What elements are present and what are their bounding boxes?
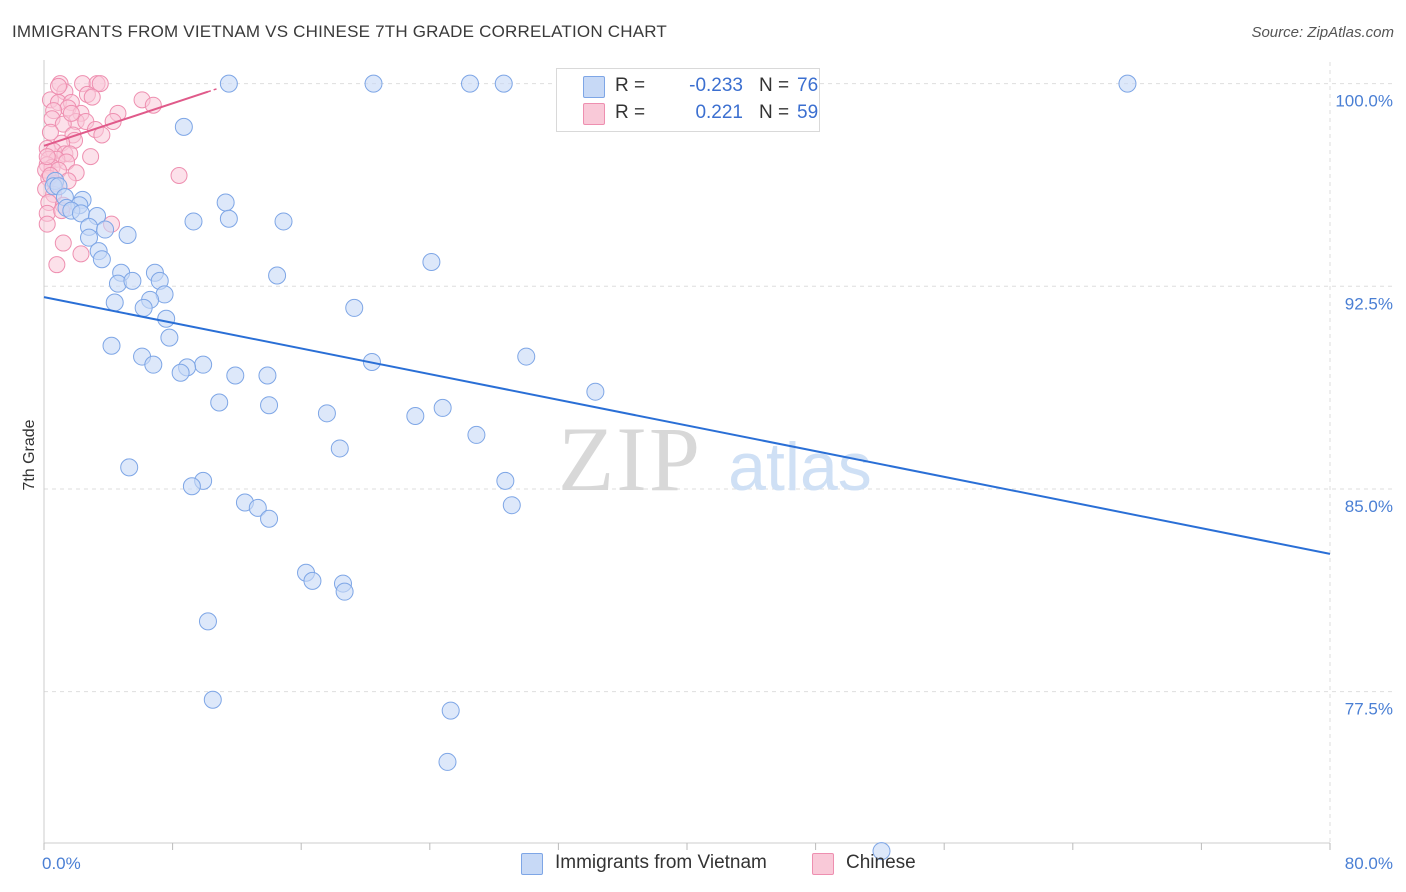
legend-label-chinese: Chinese — [846, 852, 916, 873]
vietnam-point — [496, 471, 515, 490]
vietnam-point — [406, 407, 425, 426]
y-tick-label: 85.0% — [1345, 497, 1393, 516]
vietnam-point — [303, 571, 322, 590]
chinese-point — [49, 77, 67, 95]
n-value-vietnam: 76 — [797, 75, 819, 96]
vietnam-point — [198, 612, 217, 631]
vietnam-point — [1118, 74, 1137, 93]
vietnam-point — [120, 458, 139, 477]
chinese-point — [48, 256, 66, 274]
chinese-legend-swatch — [812, 853, 834, 875]
vietnam-point — [438, 752, 457, 771]
vietnam-point — [123, 271, 142, 290]
vietnam-point — [258, 366, 277, 385]
chinese-trend-line — [43, 90, 209, 147]
n-label: N = — [759, 102, 790, 123]
vietnam-trend-line — [43, 296, 1331, 555]
vietnam-point — [330, 439, 349, 458]
stats-legend: R = -0.233 N = 76 R = 0.221 N = 59 — [556, 68, 820, 132]
vietnam-point — [433, 398, 452, 417]
chinese-point — [41, 123, 59, 141]
vietnam-point — [184, 212, 203, 231]
vietnam-point — [219, 74, 238, 93]
vietnam-point — [364, 74, 383, 93]
vietnam-legend-swatch — [521, 853, 543, 875]
vietnam-swatch — [583, 76, 605, 98]
y-tick-label: 100.0% — [1335, 92, 1393, 111]
vietnam-point — [460, 74, 479, 93]
vietnam-point — [226, 366, 245, 385]
vietnam-point — [80, 228, 99, 247]
chinese-point — [170, 167, 188, 185]
vietnam-point — [586, 382, 605, 401]
vietnam-point — [248, 498, 267, 517]
y-axis-label: 7th Grade — [21, 419, 38, 490]
chinese-point — [54, 234, 72, 252]
vietnam-point — [517, 347, 536, 366]
chinese-point — [82, 148, 100, 166]
vietnam-point — [219, 209, 238, 228]
vietnam-point — [96, 220, 115, 239]
chinese-point — [91, 75, 109, 93]
vietnam-point — [441, 701, 460, 720]
vietnam-point — [260, 396, 279, 415]
vietnam-point — [171, 363, 190, 382]
r-value-vietnam: -0.233 — [689, 75, 743, 96]
chinese-point — [83, 88, 101, 106]
trend-layer — [43, 87, 1331, 555]
chinese-point — [38, 215, 56, 233]
n-label: N = — [759, 75, 790, 96]
vietnam-point — [203, 690, 222, 709]
points-layer — [37, 74, 1137, 861]
watermark-atlas: atlas — [728, 429, 872, 505]
chinese-point — [38, 148, 56, 166]
tick-layer: 100.0% 92.5% 85.0% 77.5% 0.0% 80.0% 7th … — [21, 92, 1393, 873]
vietnam-point — [422, 252, 441, 271]
source-credit: Source: ZipAtlas.com — [1251, 24, 1394, 41]
watermark: ZIP atlas — [558, 408, 872, 510]
vietnam-point — [872, 842, 891, 861]
vietnam-point — [274, 212, 293, 231]
vietnam-point — [144, 355, 163, 374]
chinese-trend-extension — [207, 87, 218, 93]
vietnam-point — [157, 309, 176, 328]
vietnam-point — [92, 250, 111, 269]
r-label: R = — [615, 75, 646, 96]
vietnam-point — [467, 425, 486, 444]
grid-layer — [44, 62, 1392, 843]
legend-label-vietnam: Immigrants from Vietnam — [555, 852, 767, 873]
vietnam-point — [335, 582, 354, 601]
chinese-point — [104, 112, 122, 130]
r-value-chinese: 0.221 — [695, 102, 743, 123]
vietnam-point — [345, 298, 364, 317]
chinese-swatch — [583, 103, 605, 125]
vietnam-point — [502, 496, 521, 515]
n-value-chinese: 59 — [797, 102, 819, 123]
vietnam-point — [182, 477, 201, 496]
vietnam-point — [118, 225, 137, 244]
vietnam-point — [210, 393, 229, 412]
vietnam-point — [160, 328, 179, 347]
r-label: R = — [615, 102, 646, 123]
watermark-zip: ZIP — [558, 408, 702, 510]
vietnam-point — [317, 404, 336, 423]
x-tick-label-max: 80.0% — [1345, 854, 1393, 873]
y-tick-label: 77.5% — [1345, 700, 1393, 719]
vietnam-point — [174, 117, 193, 136]
chinese-point — [72, 245, 90, 263]
vietnam-point — [134, 298, 153, 317]
chinese-point — [62, 104, 80, 122]
vietnam-point — [216, 193, 235, 212]
vietnam-point — [260, 509, 279, 528]
vietnam-point — [494, 74, 513, 93]
x-tick-label-min: 0.0% — [42, 854, 81, 873]
y-tick-label: 92.5% — [1345, 294, 1393, 313]
chart-title: IMMIGRANTS FROM VIETNAM VS CHINESE 7TH G… — [12, 22, 667, 41]
vietnam-point — [102, 336, 121, 355]
vietnam-point — [105, 293, 124, 312]
vietnam-point — [268, 266, 287, 285]
vietnam-point — [194, 355, 213, 374]
